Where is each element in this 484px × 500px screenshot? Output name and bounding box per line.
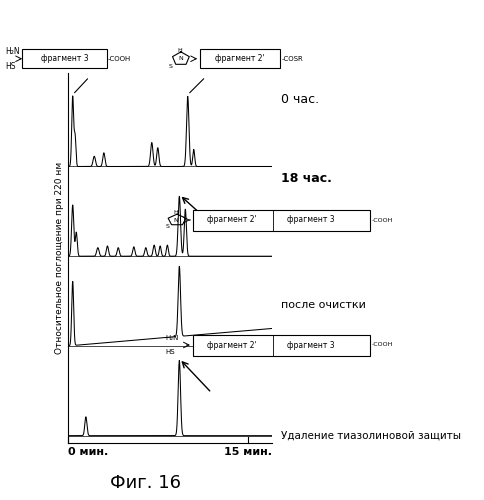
Y-axis label: Относительное поглощение при 220 нм: Относительное поглощение при 220 нм [55, 162, 63, 354]
Text: фрагмент 2': фрагмент 2' [215, 54, 264, 63]
Text: H: H [173, 210, 178, 216]
Text: фрагмент 3: фрагмент 3 [286, 216, 333, 224]
Text: S: S [166, 224, 169, 230]
Text: 15 мин.: 15 мин. [223, 447, 271, 457]
Text: Удаление тиазолиновой защиты: Удаление тиазолиновой защиты [281, 430, 460, 440]
Text: HS: HS [6, 62, 16, 70]
Text: H₂N: H₂N [166, 335, 179, 341]
Text: S: S [168, 64, 172, 70]
Text: -COOH: -COOH [371, 218, 393, 222]
Text: -COOH: -COOH [108, 56, 131, 62]
Text: -COSR: -COSR [281, 56, 303, 62]
Text: фрагмент 3: фрагмент 3 [41, 54, 88, 63]
Text: фрагмент 2': фрагмент 2' [207, 216, 257, 224]
Text: фрагмент 2': фрагмент 2' [207, 340, 257, 349]
Bar [200, 50, 280, 68]
Text: N: N [173, 218, 178, 222]
Text: H₂N: H₂N [6, 47, 20, 56]
Text: 0 мин.: 0 мин. [68, 447, 108, 457]
Text: H: H [177, 48, 182, 53]
Text: Фиг. 16: Фиг. 16 [110, 474, 181, 492]
Text: N: N [178, 56, 183, 61]
Text: 0 час.: 0 час. [281, 93, 319, 106]
Text: HS: HS [166, 349, 175, 355]
Bar [193, 334, 369, 355]
Text: фрагмент 3: фрагмент 3 [286, 340, 333, 349]
Text: 18 час.: 18 час. [281, 172, 332, 185]
Bar [22, 50, 106, 68]
Text: -COOH: -COOH [371, 342, 393, 347]
Bar [193, 210, 369, 231]
Text: после очистки: после очистки [281, 300, 365, 310]
